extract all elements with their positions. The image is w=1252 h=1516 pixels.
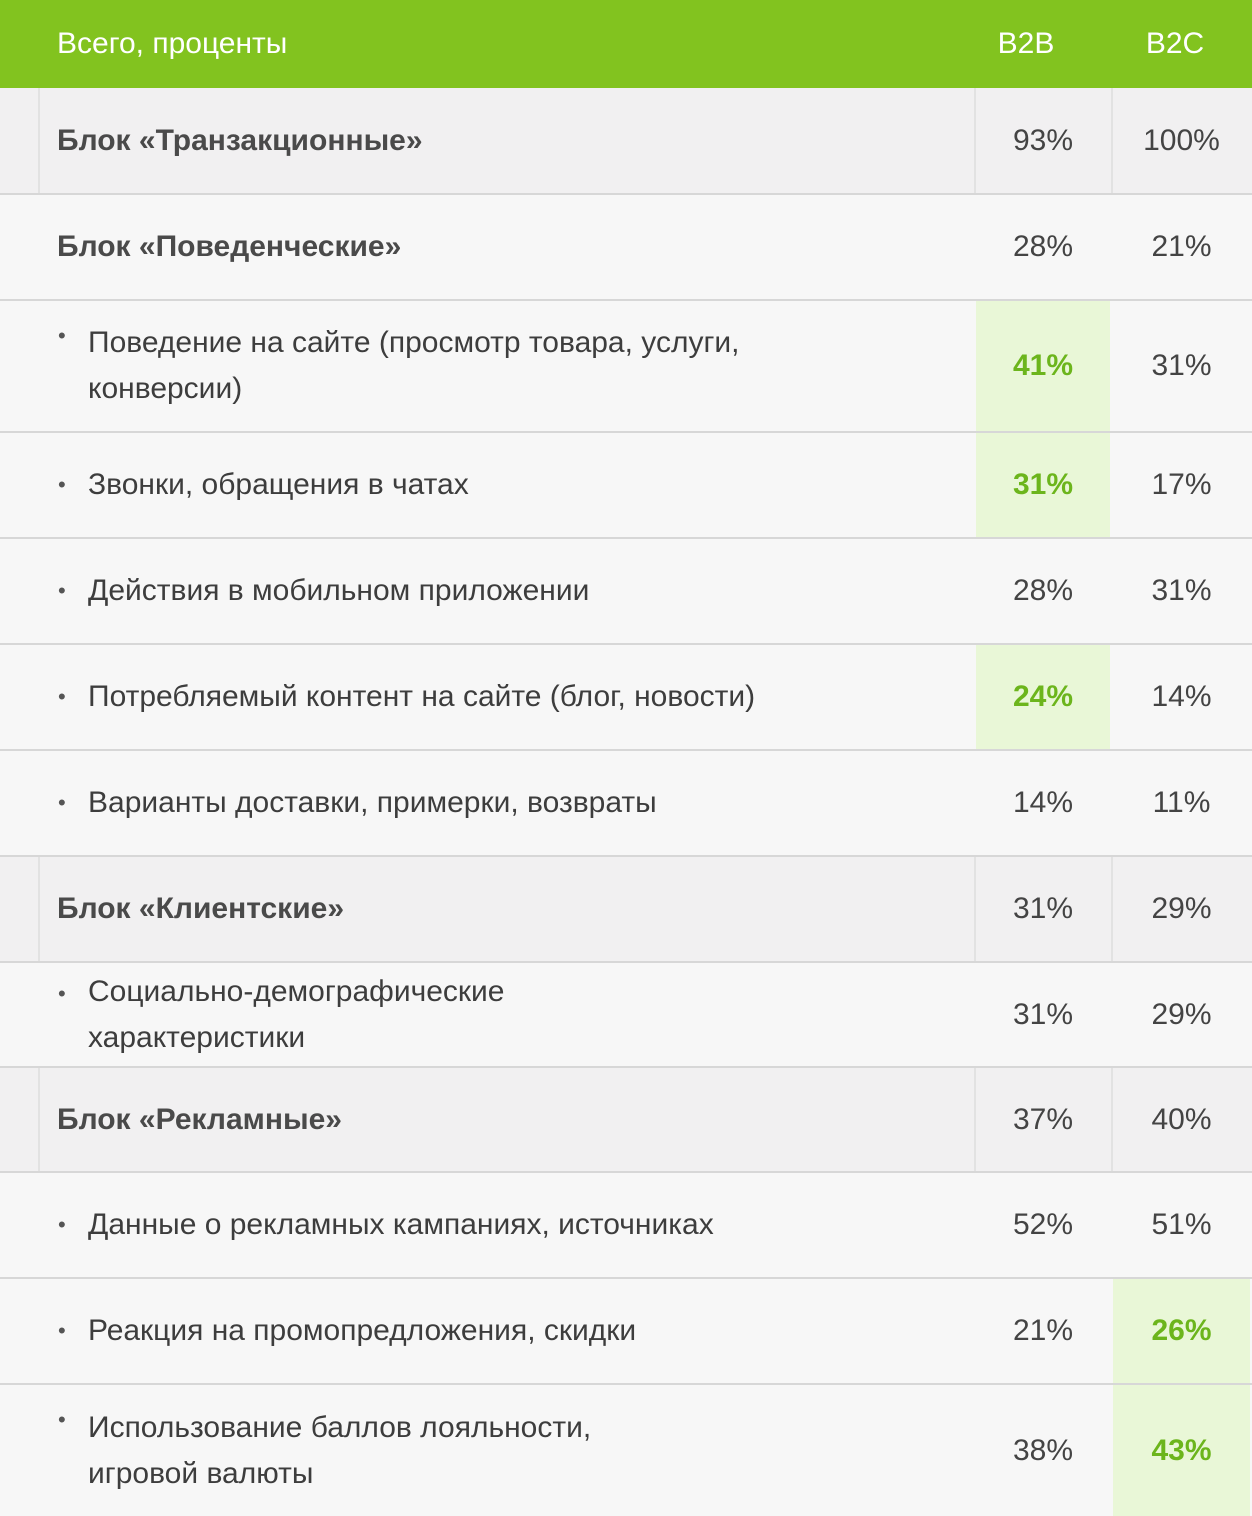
row-label: Действия в мобильном приложении (88, 574, 590, 607)
b2c-value: 17% (1151, 468, 1212, 501)
row-label: Блок «Рекламные» (57, 1102, 342, 1136)
row-label: Блок «Транзакционные» (57, 123, 423, 157)
row-label: Данные о рекламных кампаниях, источниках (88, 1208, 714, 1241)
bullet-icon: • (58, 323, 66, 348)
table-row: • Социально-демографические характеристи… (0, 963, 1252, 1068)
bullet-icon: • (58, 1407, 66, 1432)
b2b-value: 31% (1012, 892, 1074, 925)
b2c-value: 100% (1143, 123, 1220, 157)
table-row: Блок «Транзакционные» 93% 100% (0, 88, 1252, 195)
b2b-value: 52% (1012, 1208, 1074, 1241)
header-b2c: B2C (1145, 27, 1205, 60)
header-label: Всего, проценты (57, 27, 288, 60)
b2c-value: 29% (1151, 997, 1212, 1031)
b2c-value: 31% (1151, 574, 1212, 607)
b2b-value: 41% (976, 301, 1110, 431)
row-label: Потребляемый контент на сайте (блог, нов… (88, 680, 756, 713)
b2b-value: 38% (1012, 1433, 1074, 1467)
bullet-icon: • (58, 1212, 66, 1237)
b2c-value: 21% (1151, 230, 1212, 263)
table-row: Блок «Рекламные» 37% 40% (0, 1068, 1252, 1173)
b2c-value: 14% (1151, 680, 1212, 713)
bullet-icon: • (58, 684, 66, 709)
table-row: • Реакция на промопредложения, скидки 21… (0, 1279, 1252, 1385)
b2b-value: 93% (1012, 123, 1074, 157)
table-row: Блок «Клиентские» 31% 29% (0, 857, 1252, 963)
table-header: Всего, проценты B2B B2C (0, 0, 1252, 88)
row-label: Блок «Поведенческие» (57, 230, 402, 263)
table-row: • Данные о рекламных кампаниях, источник… (0, 1173, 1252, 1279)
table-row: • Потребляемый контент на сайте (блог, н… (0, 645, 1252, 751)
row-label: Использование баллов лояльности, игровой… (88, 1410, 592, 1490)
b2b-value: 28% (1012, 230, 1074, 263)
bullet-icon: • (58, 472, 66, 497)
row-label: Реакция на промопредложения, скидки (88, 1314, 637, 1347)
b2b-value: 21% (1012, 1314, 1074, 1347)
row-label: Звонки, обращения в чатах (88, 468, 469, 501)
table-row: • Использование баллов лояльности, игров… (0, 1385, 1252, 1516)
table-row: • Звонки, обращения в чатах 31% 17% (0, 433, 1252, 539)
b2b-value: 24% (976, 645, 1110, 749)
table-row: Блок «Поведенческие» 28% 21% (0, 195, 1252, 301)
b2b-value: 28% (1012, 574, 1074, 607)
b2c-value: 26% (1113, 1279, 1250, 1383)
bullet-icon: • (58, 981, 66, 1006)
row-label: Варианты доставки, примерки, возвраты (88, 786, 657, 819)
bullet-icon: • (58, 578, 66, 603)
row-label: Социально-демографические характеристики (88, 974, 505, 1054)
bullet-icon: • (58, 1318, 66, 1343)
bullet-icon: • (58, 790, 66, 815)
b2c-value: 51% (1151, 1208, 1212, 1241)
b2b-value: 31% (976, 433, 1110, 537)
b2c-value: 29% (1151, 892, 1212, 925)
table-row: • Поведение на сайте (просмотр товара, у… (0, 301, 1252, 433)
b2c-value: 40% (1151, 1102, 1212, 1136)
b2c-value: 43% (1113, 1385, 1250, 1516)
table-row: • Варианты доставки, примерки, возвраты … (0, 751, 1252, 857)
b2c-value: 11% (1152, 786, 1211, 819)
table-row: • Действия в мобильном приложении 28% 31… (0, 539, 1252, 645)
row-label: Поведение на сайте (просмотр товара, усл… (88, 326, 740, 405)
row-label: Блок «Клиентские» (57, 892, 345, 925)
b2b-value: 37% (1012, 1102, 1074, 1136)
b2c-value: 31% (1151, 349, 1212, 382)
b2b-value: 31% (1012, 997, 1074, 1031)
header-b2b: B2B (997, 27, 1055, 60)
b2b-value: 14% (1012, 786, 1074, 819)
